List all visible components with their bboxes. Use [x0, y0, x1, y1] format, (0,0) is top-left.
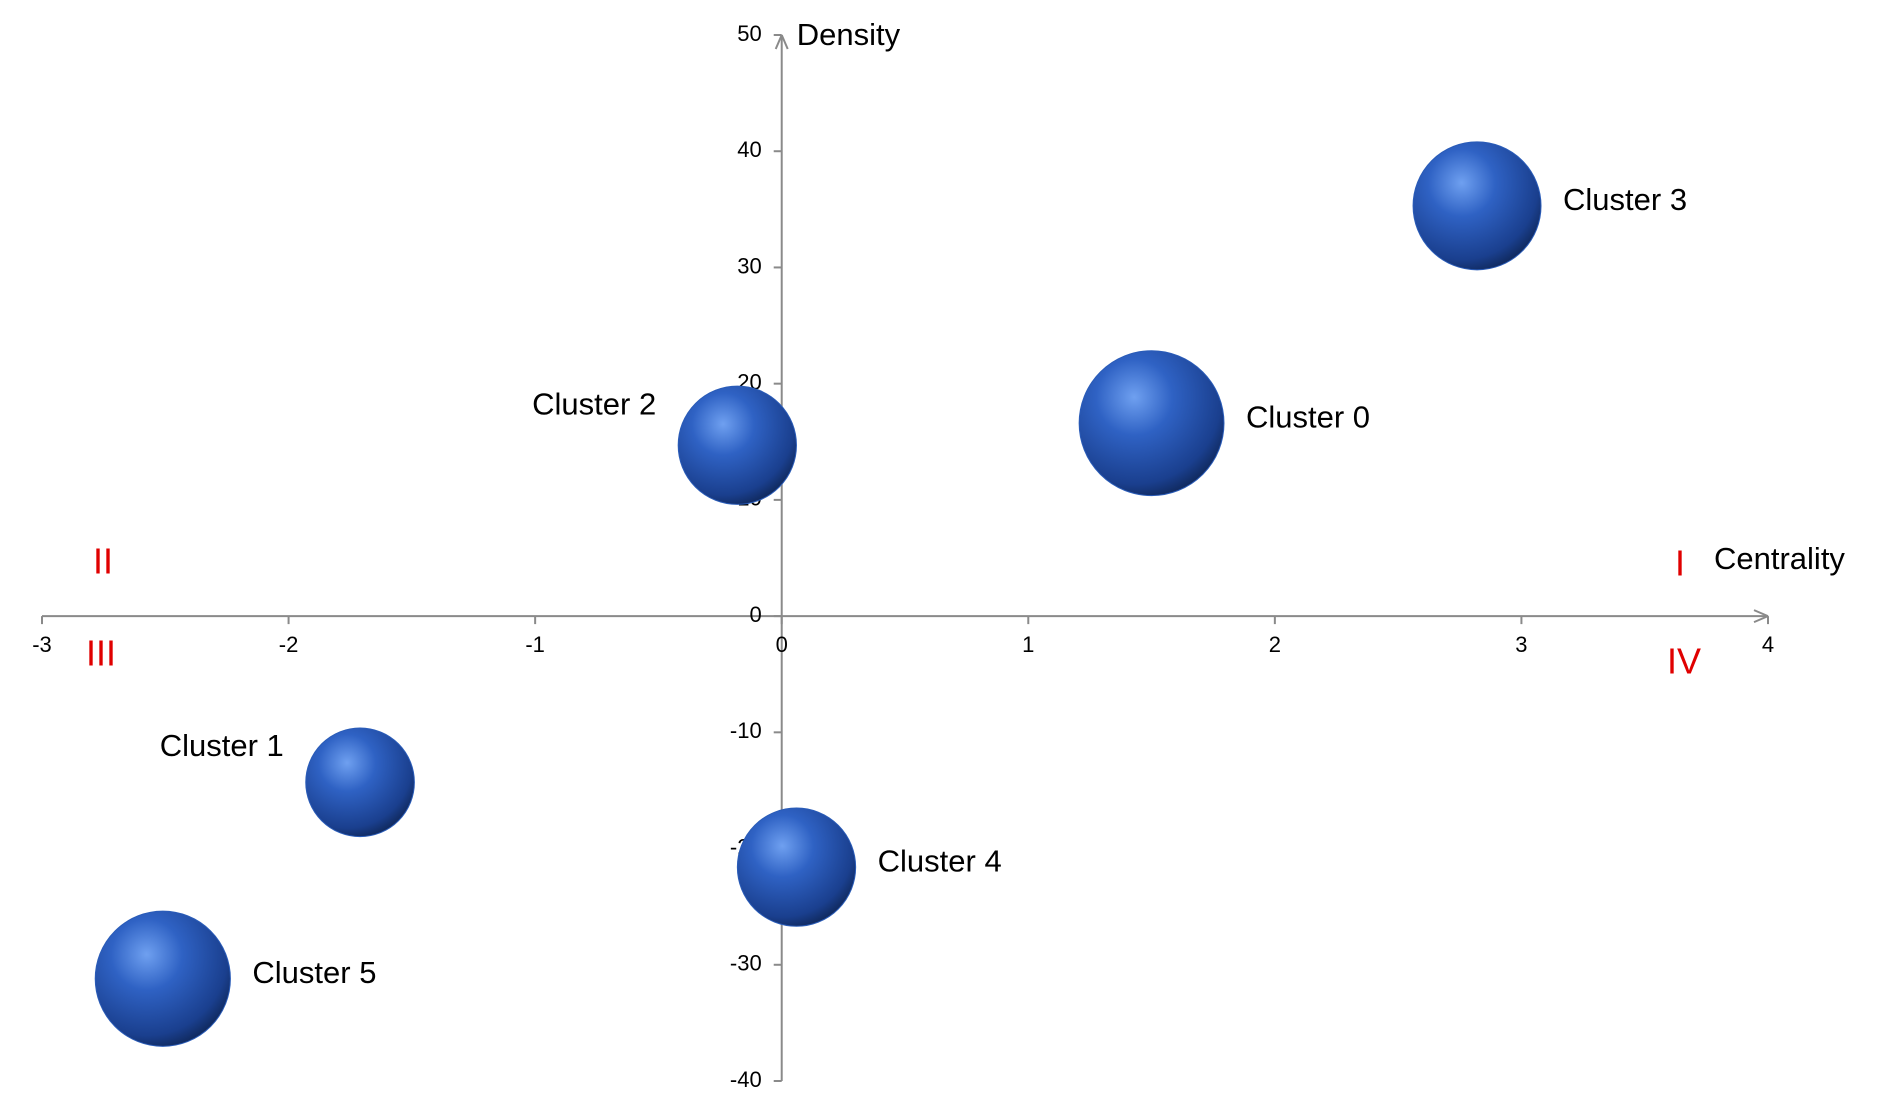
bubble [305, 727, 415, 838]
x-tick-label: -2 [279, 632, 299, 657]
y-tick-label: -10 [730, 718, 762, 743]
quadrant-label: II [93, 541, 113, 582]
bubble-label: Cluster 3 [1563, 182, 1687, 217]
x-tick-label: -1 [525, 632, 545, 657]
bubble [677, 385, 797, 505]
bubble [736, 807, 857, 927]
quadrant-label: III [86, 633, 116, 674]
bubble-label: Cluster 1 [160, 728, 284, 763]
x-axis-title: Centrality [1714, 541, 1845, 576]
y-tick-label: -40 [730, 1067, 762, 1092]
y-tick-label: 40 [737, 137, 761, 162]
bubble [1078, 350, 1225, 497]
x-tick-label: -3 [32, 632, 52, 657]
quadrant-label: I [1675, 543, 1685, 584]
x-tick-label: 0 [776, 632, 788, 657]
x-tick-label: 2 [1269, 632, 1281, 657]
x-tick-label: 4 [1762, 632, 1774, 657]
quadrant-label: IV [1667, 641, 1701, 682]
bubble-label: Cluster 2 [532, 386, 656, 421]
y-tick-label: 50 [737, 21, 761, 46]
y-tick-label: -30 [730, 951, 762, 976]
y-axis-title: Density [797, 17, 901, 52]
x-axis-arrow [1753, 609, 1769, 624]
x-tick-label: 1 [1022, 632, 1034, 657]
bubble [1412, 141, 1542, 271]
x-tick-label: 3 [1515, 632, 1527, 657]
bubble-label: Cluster 4 [878, 843, 1002, 878]
y-tick-label: 30 [737, 253, 761, 278]
bubble [94, 910, 231, 1047]
y-axis-arrow [774, 34, 789, 50]
bubble-label: Cluster 5 [252, 955, 376, 990]
y-tick-label: 0 [749, 602, 761, 627]
bubble-label: Cluster 0 [1246, 399, 1370, 434]
